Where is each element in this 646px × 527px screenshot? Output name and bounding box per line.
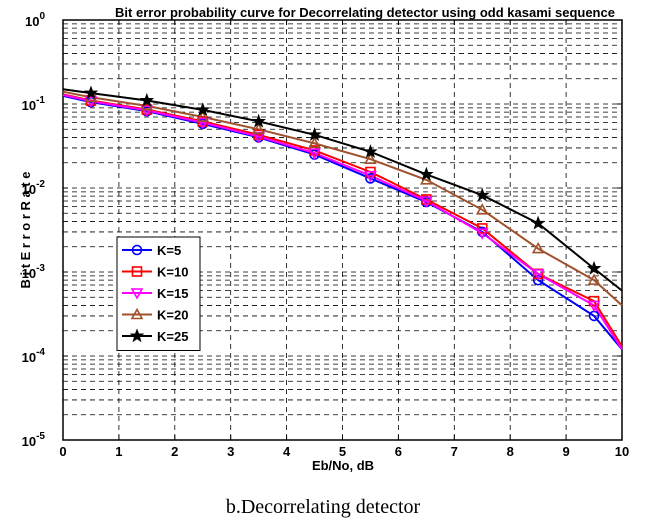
data-point — [364, 152, 377, 165]
data-point — [586, 260, 602, 275]
x-tick-label: 1 — [115, 444, 122, 459]
x-axis-label: Eb/No, dB — [312, 458, 374, 473]
legend: K=5 K=10 K=15 K=20 K=25 — [116, 236, 201, 351]
data-point — [587, 300, 601, 313]
y-tick-label: 10-1 — [22, 95, 46, 113]
x-tick-label: 5 — [339, 444, 346, 459]
x-tick-label: 2 — [171, 444, 178, 459]
chart-title: Bit error probability curve for Decorrel… — [115, 5, 615, 20]
data-point — [530, 215, 546, 230]
data-point — [531, 269, 545, 281]
series-lines — [62, 88, 623, 350]
x-tick-label: 9 — [562, 444, 569, 459]
data-point — [130, 307, 144, 320]
data-point — [474, 187, 490, 202]
data-point — [196, 110, 210, 122]
data-point — [83, 85, 99, 100]
series-markers — [83, 85, 602, 322]
x-tick-label: 6 — [395, 444, 402, 459]
series-line — [62, 94, 623, 350]
legend-label: K=25 — [157, 329, 188, 344]
x-tick-label: 7 — [451, 444, 458, 459]
x-tick-label: 3 — [227, 444, 234, 459]
data-point — [139, 92, 155, 107]
x-tick-label: 0 — [59, 444, 66, 459]
axes: 0 1 2 3 4 5 6 7 8 9 10 100 10-1 10-2 10-3 10-4 10-5 — [22, 11, 630, 459]
data-point — [252, 122, 266, 135]
x-tick-label: 8 — [507, 444, 514, 459]
y-tick-label: 100 — [25, 11, 45, 29]
data-point — [364, 170, 377, 183]
y-tick-label: 10-3 — [22, 263, 46, 281]
figure-caption: b.Decorrelating detector — [225, 496, 421, 518]
y-tick-label: 10-2 — [22, 179, 46, 197]
data-point — [475, 228, 489, 240]
data-point — [129, 328, 145, 343]
x-tick-label: 10 — [615, 444, 629, 459]
data-point — [419, 173, 433, 185]
legend-label: K=20 — [157, 308, 188, 323]
data-point — [365, 173, 376, 184]
data-point — [195, 102, 210, 117]
data-point — [131, 244, 143, 256]
data-point — [532, 274, 544, 286]
series-line — [62, 90, 623, 307]
y-tick-label: 10-5 — [22, 431, 46, 449]
data-point — [363, 144, 378, 158]
legend-label: K=10 — [157, 265, 188, 280]
data-point — [131, 266, 143, 277]
data-point — [308, 136, 321, 149]
series-line — [62, 88, 623, 292]
y-tick-label: 10-4 — [22, 347, 46, 365]
legend-label: K=15 — [157, 286, 188, 301]
x-tick-label: 4 — [283, 444, 291, 459]
data-point — [475, 203, 489, 215]
data-point — [419, 196, 433, 208]
data-point — [419, 166, 434, 181]
data-point — [531, 241, 545, 254]
data-point — [587, 273, 601, 285]
data-point — [307, 127, 322, 141]
legend-label: K=5 — [157, 243, 181, 258]
y-axis-label: B i t E r r o r R a t e — [18, 171, 33, 288]
data-point — [308, 148, 321, 160]
data-point — [130, 288, 144, 300]
data-point — [196, 117, 210, 130]
data-point — [251, 113, 266, 128]
data-point — [140, 105, 154, 118]
